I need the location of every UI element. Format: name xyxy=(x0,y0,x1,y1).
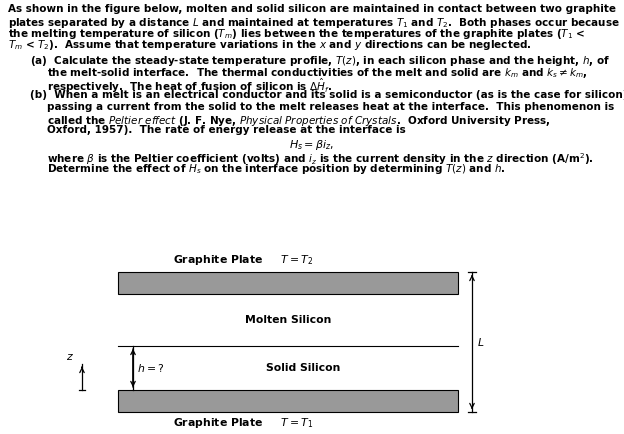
Text: Solid Silicon: Solid Silicon xyxy=(266,363,340,373)
Text: $h = ?$: $h = ?$ xyxy=(137,362,164,374)
Text: the melt-solid interface.  The thermal conductivities of the melt and solid are : the melt-solid interface. The thermal co… xyxy=(47,66,588,79)
Text: $H_s = \beta i_z,$: $H_s = \beta i_z,$ xyxy=(290,138,334,152)
Text: $L$: $L$ xyxy=(477,336,484,348)
Text: respectively.  The heat of fusion of silicon is $\Delta\hat{H}_f$.: respectively. The heat of fusion of sili… xyxy=(47,77,333,95)
Bar xyxy=(118,390,458,412)
Text: Graphite Plate     $T = T_2$: Graphite Plate $T = T_2$ xyxy=(173,253,313,267)
Text: plates separated by a distance $L$ and maintained at temperatures $T_1$ and $T_2: plates separated by a distance $L$ and m… xyxy=(8,16,620,30)
Text: (a)  Calculate the steady-state temperature profile, $T(z)$, in each silicon pha: (a) Calculate the steady-state temperatu… xyxy=(30,54,610,68)
Text: where $\beta$ is the Peltier coefficient (volts) and $i_z$ is the current densit: where $\beta$ is the Peltier coefficient… xyxy=(47,151,593,167)
Text: called the $\mathit{Peltier\ effect}$ (J. F. Nye, $\mathit{Physical\ Properties\: called the $\mathit{Peltier\ effect}$ (J… xyxy=(47,114,551,128)
Text: $T_m$ < $T_2$).  Assume that temperature variations in the $x$ and $y$ direction: $T_m$ < $T_2$). Assume that temperature … xyxy=(8,39,532,53)
Text: the melting temperature of silicon ($T_m$) lies between the temperatures of the : the melting temperature of silicon ($T_m… xyxy=(8,27,585,41)
Text: Graphite Plate     $T = T_1$: Graphite Plate $T = T_1$ xyxy=(173,416,313,430)
Text: Determine the effect of $H_s$ on the interface position by determining $T(z)$ an: Determine the effect of $H_s$ on the int… xyxy=(47,162,505,177)
Text: Molten Silicon: Molten Silicon xyxy=(245,315,331,325)
Text: $z$: $z$ xyxy=(66,352,74,362)
Text: (b)  When a melt is an electrical conductor and its solid is a semiconductor (as: (b) When a melt is an electrical conduct… xyxy=(30,91,624,101)
Text: Oxford, 1957).  The rate of energy release at the interface is: Oxford, 1957). The rate of energy releas… xyxy=(47,125,406,135)
Text: As shown in the figure below, molten and solid silicon are maintained in contact: As shown in the figure below, molten and… xyxy=(8,4,616,14)
Text: passing a current from the solid to the melt releases heat at the interface.  Th: passing a current from the solid to the … xyxy=(47,102,614,112)
Bar xyxy=(118,272,458,294)
